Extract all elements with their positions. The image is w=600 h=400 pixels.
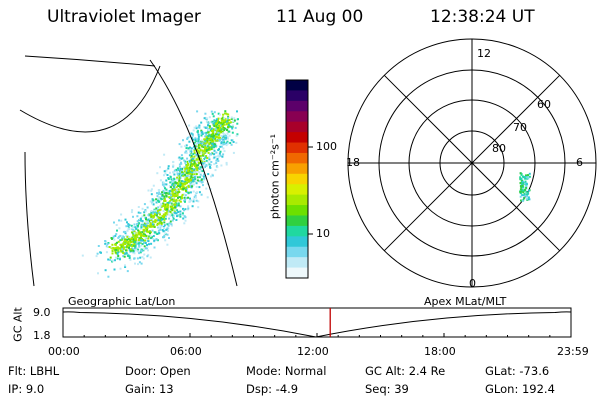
timeline-frame bbox=[62, 307, 572, 338]
timeline-right-label: Apex MLat/MLT bbox=[424, 295, 507, 308]
mlt-label-6: 6 bbox=[576, 156, 583, 169]
colorbar-segment bbox=[286, 111, 308, 123]
colorbar-segment bbox=[286, 132, 308, 144]
instrument-title: Ultraviolet Imager bbox=[47, 7, 201, 27]
colorbar-segment bbox=[286, 194, 308, 206]
time-label: 12:38:24 UT bbox=[430, 7, 535, 27]
time-tick-label: 00:00 bbox=[48, 345, 80, 358]
date-label: 11 Aug 00 bbox=[276, 7, 364, 27]
aurora-emission bbox=[81, 110, 239, 278]
door-info: Door: Open bbox=[125, 364, 191, 378]
grid-line bbox=[19, 65, 161, 133]
colorbar-segment bbox=[286, 142, 308, 154]
gain-info: Gain: 13 bbox=[125, 382, 174, 396]
colorbar-segment bbox=[286, 163, 308, 175]
gc-alt-info: GC Alt: 2.4 Re bbox=[365, 364, 446, 378]
colorbar-frame bbox=[285, 79, 309, 279]
lat-label-60: 60 bbox=[537, 98, 551, 111]
colorbar-segment bbox=[286, 225, 308, 237]
timeline-ytick: 9.0 bbox=[33, 306, 51, 319]
colorbar-segment bbox=[286, 121, 308, 133]
polar-meridian bbox=[383, 74, 561, 252]
grid-line bbox=[24, 55, 156, 67]
colorbar-segment bbox=[286, 257, 308, 269]
grid-line bbox=[149, 59, 238, 287]
ip-info: IP: 9.0 bbox=[8, 382, 45, 396]
time-tick-label: 18:00 bbox=[424, 345, 456, 358]
colorbar-segment bbox=[286, 267, 308, 279]
time-tick-label: 23:59 bbox=[557, 345, 589, 358]
polar-aurora bbox=[519, 172, 531, 202]
lat-label-70: 70 bbox=[513, 121, 527, 134]
time-tick-label: 12:00 bbox=[297, 345, 329, 358]
timeline-left-label: Geographic Lat/Lon bbox=[68, 295, 176, 308]
grid-line bbox=[24, 151, 35, 287]
glon-info: GLon: 192.4 bbox=[485, 382, 555, 396]
lat-label-80: 80 bbox=[492, 142, 506, 155]
glat-info: GLat: -73.6 bbox=[485, 364, 550, 378]
colorbar-tick-label: 100 bbox=[316, 140, 337, 153]
mode-info: Mode: Normal bbox=[246, 364, 327, 378]
colorbar-segment bbox=[286, 173, 308, 185]
filter-info: Flt: LBHL bbox=[8, 364, 60, 378]
colorbar-segment bbox=[286, 184, 308, 196]
colorbar-segment bbox=[286, 90, 308, 102]
mlt-label-12: 12 bbox=[477, 47, 491, 60]
colorbar-segment bbox=[286, 80, 308, 91]
colorbar-tick-label: 10 bbox=[316, 227, 330, 240]
colorbar-segment bbox=[286, 100, 308, 112]
colorbar-segment bbox=[286, 152, 308, 164]
colorbar-segment bbox=[286, 215, 308, 227]
colorbar-segment bbox=[286, 236, 308, 248]
colorbar-segment bbox=[286, 205, 308, 216]
dsp-info: Dsp: -4.9 bbox=[246, 382, 299, 396]
timeline-ytick: 1.8 bbox=[33, 329, 51, 342]
altitude-trace bbox=[62, 311, 572, 338]
seq-info: Seq: 39 bbox=[365, 382, 409, 396]
mlt-label-18: 18 bbox=[346, 156, 360, 169]
mlt-label-0: 0 bbox=[469, 277, 476, 290]
time-tick-label: 06:00 bbox=[170, 345, 202, 358]
colorbar-segment bbox=[286, 246, 308, 258]
